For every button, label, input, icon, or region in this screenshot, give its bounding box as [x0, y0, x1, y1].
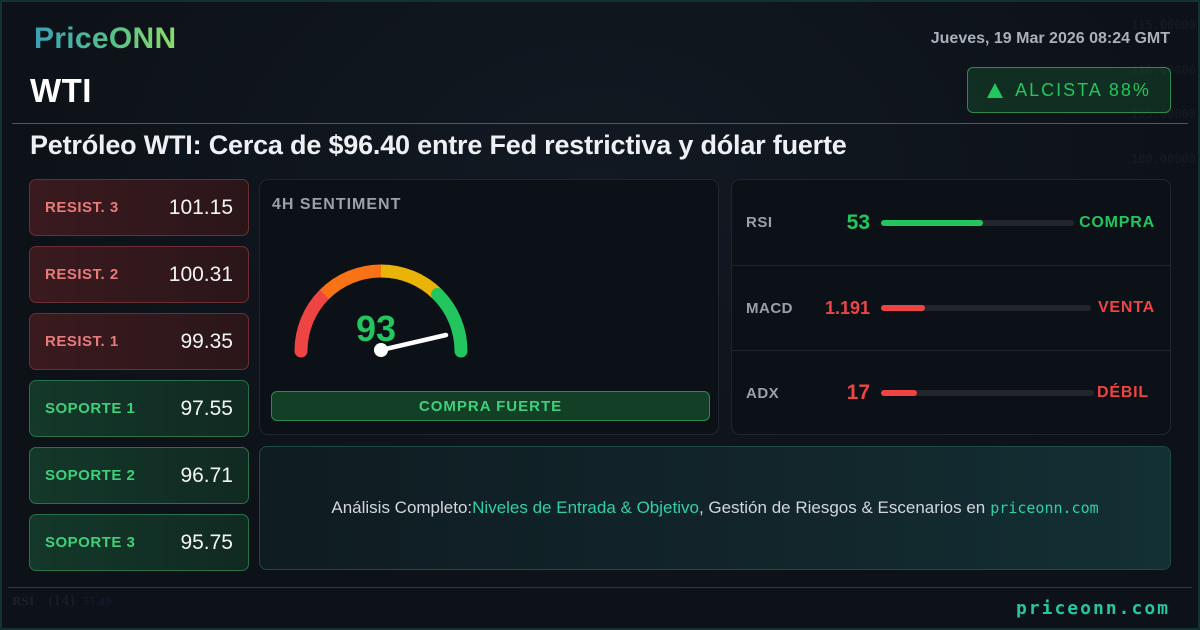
level-resistance-1: RESIST. 1 99.35: [29, 313, 249, 370]
level-value: 96.71: [180, 463, 233, 487]
indicator-value: 53: [846, 210, 870, 234]
cta-prefix: Análisis Completo:: [331, 498, 473, 517]
indicator-name: ADX: [746, 384, 780, 402]
indicator-signal: VENTA: [1097, 299, 1155, 316]
level-label: SOPORTE 3: [45, 534, 136, 551]
level-label: SOPORTE 1: [45, 400, 136, 417]
indicator-signal: DÉBIL: [1097, 384, 1149, 401]
level-resistance-3: RESIST. 3 101.15: [29, 179, 249, 236]
level-value: 100.31: [168, 262, 233, 286]
indicator-row-macd: MACD 1.191 VENTA: [732, 265, 1170, 350]
level-support-1: SOPORTE 1 97.55: [29, 380, 249, 437]
level-support-3: SOPORTE 3 95.75: [29, 514, 249, 571]
footer-divider: [8, 587, 1192, 588]
sentiment-title: 4H SENTIMENT: [272, 196, 402, 213]
indicator-bar: [881, 219, 1074, 226]
sentiment-score: 93: [356, 308, 397, 349]
indicators-card: RSI 53 COMPRA MACD 1.191 VENTA ADX 17 DÉ…: [731, 179, 1171, 435]
sentiment-card: 4H SENTIMENT 93 COMPRA FUERTE: [259, 179, 719, 435]
trend-badge: ALCISTA 88%: [967, 67, 1171, 113]
footer-site-link[interactable]: priceonn.com: [1015, 598, 1170, 619]
level-label: RESIST. 3: [45, 199, 119, 216]
level-value: 95.75: [180, 530, 233, 554]
indicator-bar: [881, 390, 1094, 396]
level-label: RESIST. 2: [45, 266, 119, 283]
indicator-value: 1.191: [824, 297, 870, 318]
level-value: 101.15: [168, 195, 233, 219]
indicator-bar: [881, 305, 1091, 311]
symbol-title: WTI: [30, 72, 92, 109]
level-label: SOPORTE 2: [45, 467, 136, 484]
trend-badge-label: ALCISTA 88%: [1015, 79, 1151, 100]
level-support-2: SOPORTE 2 96.71: [29, 447, 249, 504]
level-value: 99.35: [180, 329, 233, 353]
triangle-up-icon: [987, 82, 1004, 98]
indicator-row-rsi: RSI 53 COMPRA: [732, 180, 1170, 265]
indicator-name: RSI: [746, 214, 773, 231]
header-divider: [12, 123, 1188, 124]
sentiment-verdict: COMPRA FUERTE: [271, 391, 710, 421]
datetime: Jueves, 19 Mar 2026 08:24 GMT: [930, 30, 1170, 47]
level-label: RESIST. 1: [45, 333, 119, 350]
indicator-value: 17: [846, 381, 870, 404]
indicator-name: MACD: [746, 299, 793, 317]
cta-site-link[interactable]: priceonn.com: [990, 499, 1099, 517]
levels-list: RESIST. 3 101.15 RESIST. 2 100.31 RESIST…: [29, 179, 249, 581]
brand-logo: PriceONN: [34, 22, 177, 55]
indicator-signal: COMPRA: [1079, 213, 1155, 231]
indicator-row-adx: ADX 17 DÉBIL: [732, 350, 1170, 434]
level-value: 97.55: [180, 396, 233, 420]
cta-banner[interactable]: Análisis Completo: Niveles de Entrada & …: [259, 446, 1171, 570]
sentiment-gauge-icon: [294, 264, 468, 358]
level-resistance-2: RESIST. 2 100.31: [29, 246, 249, 303]
headline: Petróleo WTI: Cerca de $96.40 entre Fed …: [30, 130, 847, 160]
cta-highlight: Niveles de Entrada & Objetivo: [472, 498, 699, 517]
cta-middle: , Gestión de Riesgos & Escenarios en: [698, 498, 986, 517]
